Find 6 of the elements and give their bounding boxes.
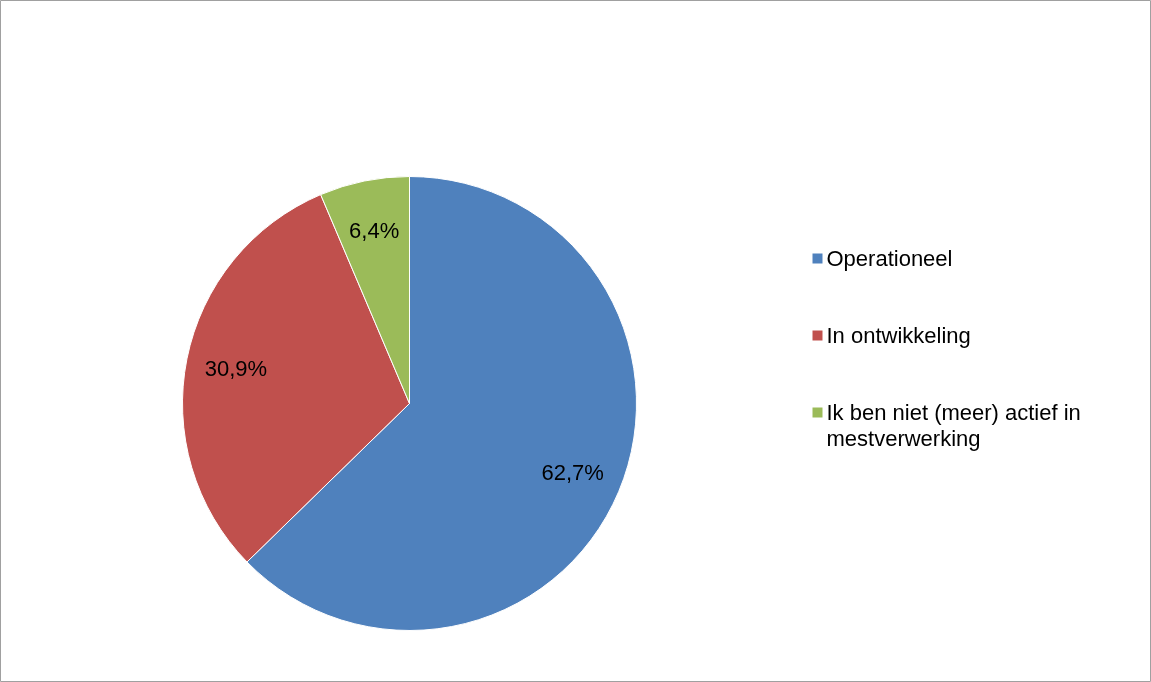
legend-label: Ik ben niet (meer) actief in mestverwerking bbox=[826, 400, 1081, 451]
data-label: 30,9% bbox=[204, 356, 268, 382]
legend-label: In ontwikkeling bbox=[826, 323, 971, 348]
legend-label: Operationeel bbox=[826, 246, 953, 271]
data-label: 6,4% bbox=[349, 217, 400, 243]
data-label: 62,7% bbox=[541, 459, 604, 485]
